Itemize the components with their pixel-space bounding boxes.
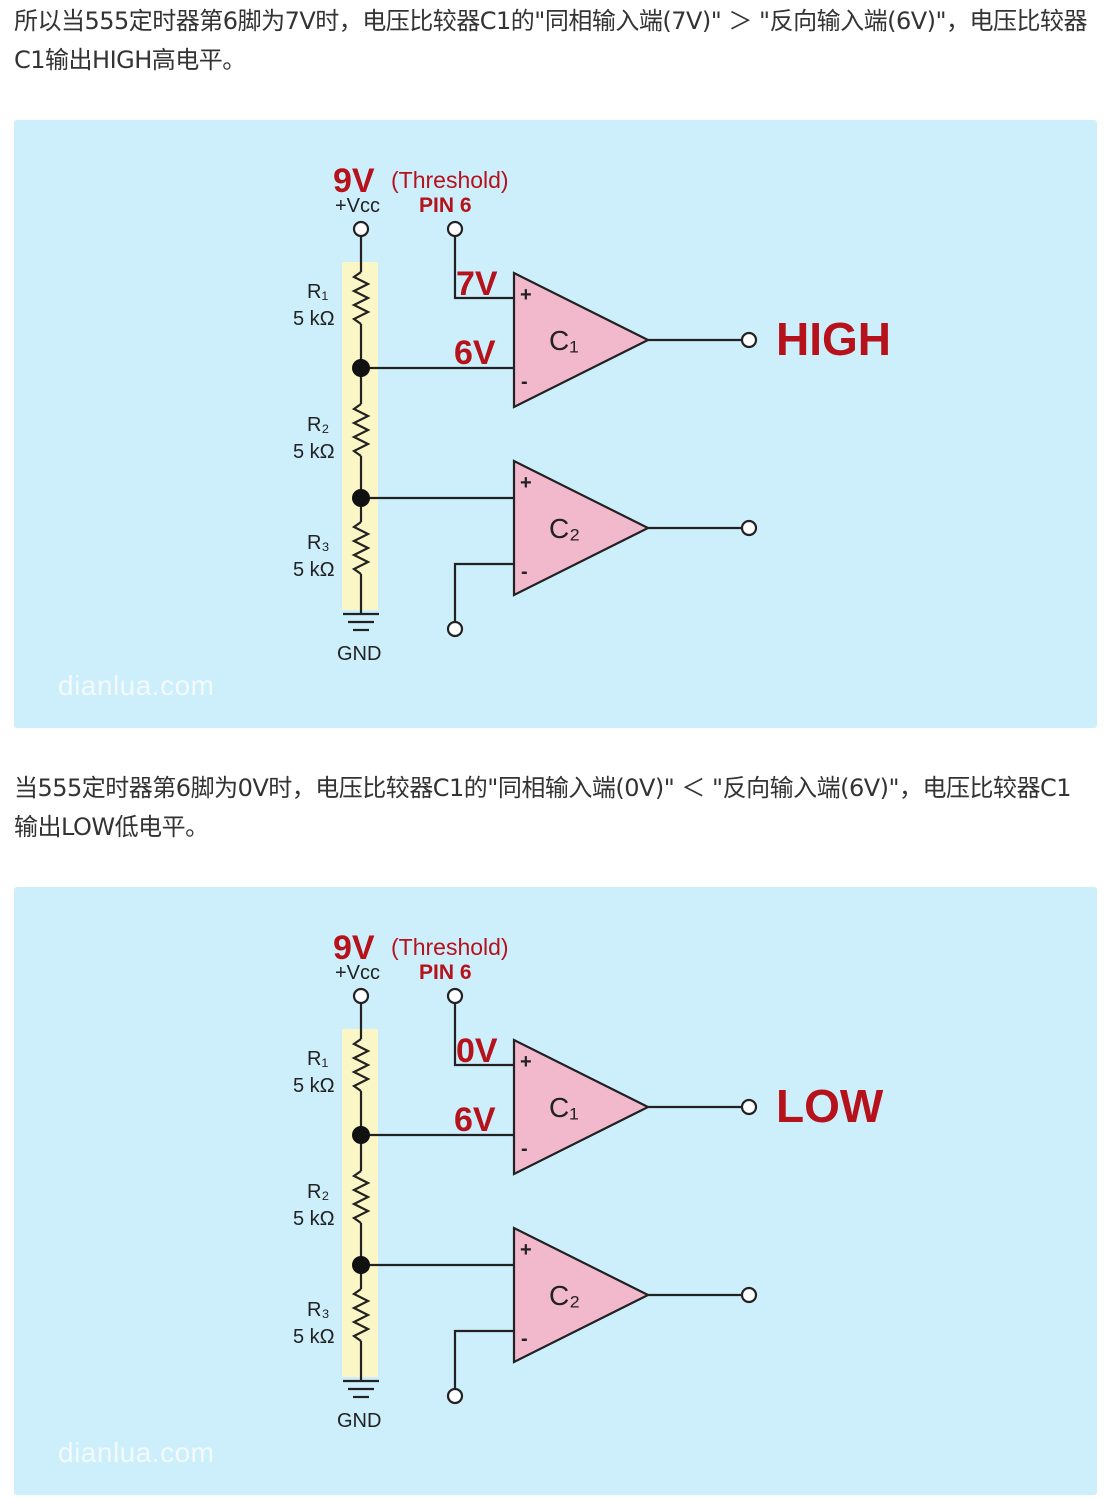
comparator-c2 <box>512 459 651 597</box>
explanation-paragraph-high: 所以当555定时器第6脚为7V时，电压比较器C1的"同相输入端(7V)" ＞ "… <box>14 7 1088 74</box>
output-state-label: LOW <box>776 1080 884 1132</box>
r3-name: R₃ <box>307 1299 330 1321</box>
vcc-label: +Vcc <box>335 195 380 217</box>
r1-value: 5 kΩ <box>293 1075 335 1097</box>
r1-value: 5 kΩ <box>293 308 335 330</box>
junction-dot <box>352 1256 370 1274</box>
comparator-c1 <box>512 271 651 409</box>
watermark: dianlua.com <box>58 1437 215 1468</box>
junction-dot <box>352 489 370 507</box>
c1-minus-sign: - <box>521 1138 528 1160</box>
r3-value: 5 kΩ <box>293 559 335 581</box>
c2-plus-sign: + <box>520 1239 532 1261</box>
comparator-c2 <box>512 1226 651 1364</box>
r3-name: R₃ <box>307 532 330 554</box>
pin-voltage-label: 0V <box>456 1032 498 1070</box>
c2-output-terminal <box>740 1286 758 1304</box>
c2-plus-sign: + <box>520 472 532 494</box>
supply-voltage-label: 9V <box>333 929 375 967</box>
pin6-terminal <box>446 220 464 238</box>
threshold-label: (Threshold) <box>391 934 509 960</box>
reference-voltage-label: 6V <box>454 334 496 372</box>
circuit-diagram-low: 9V (Threshold) +Vcc PIN 6 0V 6V R₁ 5 kΩ … <box>14 887 1097 1495</box>
junction-dot <box>352 1126 370 1144</box>
r1-name: R₁ <box>307 281 328 303</box>
threshold-label: (Threshold) <box>391 167 509 193</box>
gnd-label: GND <box>337 643 381 665</box>
vcc-label: +Vcc <box>335 962 380 984</box>
resistor-r3 <box>351 1288 371 1342</box>
c2-output-terminal <box>740 519 758 537</box>
c2-minus-sign: - <box>521 561 528 583</box>
c1-plus-sign: + <box>520 284 532 306</box>
r2-value: 5 kΩ <box>293 1208 335 1230</box>
explanation-paragraph-low: 当555定时器第6脚为0V时，电压比较器C1的"同相输入端(0V)" ＜ "反向… <box>14 774 1072 841</box>
pin-label: PIN 6 <box>419 961 472 984</box>
output-state-label: HIGH <box>776 313 891 365</box>
schematic-high: 9V (Threshold) +Vcc PIN 6 7V 6V R₁ 5 kΩ … <box>293 162 891 665</box>
resistor-r2 <box>351 1170 371 1224</box>
trigger-terminal <box>446 620 464 638</box>
resistor-r1 <box>351 1038 371 1092</box>
r2-value: 5 kΩ <box>293 441 335 463</box>
c1-plus-sign: + <box>520 1051 532 1073</box>
vcc-terminal <box>352 220 370 238</box>
reference-voltage-label: 6V <box>454 1101 496 1139</box>
vcc-terminal <box>352 987 370 1005</box>
r2-name: R₂ <box>307 414 329 436</box>
pin-label: PIN 6 <box>419 194 472 217</box>
c1-label: C₁ <box>549 325 579 356</box>
supply-voltage-label: 9V <box>333 162 375 200</box>
comparator-c1 <box>512 1038 651 1176</box>
c1-output-terminal <box>740 1098 758 1116</box>
c2-label: C₂ <box>549 1280 580 1311</box>
c2-minus-sign: - <box>521 1328 528 1350</box>
schematic-low: 9V (Threshold) +Vcc PIN 6 0V 6V R₁ 5 kΩ … <box>293 929 884 1432</box>
junction-dot <box>352 359 370 377</box>
c1-minus-sign: - <box>521 371 528 393</box>
c1-label: C₁ <box>549 1092 579 1123</box>
resistor-r3 <box>351 521 371 575</box>
pin6-terminal <box>446 987 464 1005</box>
watermark: dianlua.com <box>58 670 215 701</box>
r3-value: 5 kΩ <box>293 1326 335 1348</box>
circuit-diagram-high: 9V (Threshold) +Vcc PIN 6 7V 6V R₁ 5 kΩ … <box>14 120 1097 728</box>
resistor-r1 <box>351 271 371 325</box>
r1-name: R₁ <box>307 1048 328 1070</box>
resistor-r2 <box>351 403 371 457</box>
trigger-terminal <box>446 1387 464 1405</box>
r2-name: R₂ <box>307 1181 329 1203</box>
c2-label: C₂ <box>549 513 580 544</box>
gnd-label: GND <box>337 1410 381 1432</box>
pin-voltage-label: 7V <box>456 265 498 303</box>
c1-output-terminal <box>740 331 758 349</box>
